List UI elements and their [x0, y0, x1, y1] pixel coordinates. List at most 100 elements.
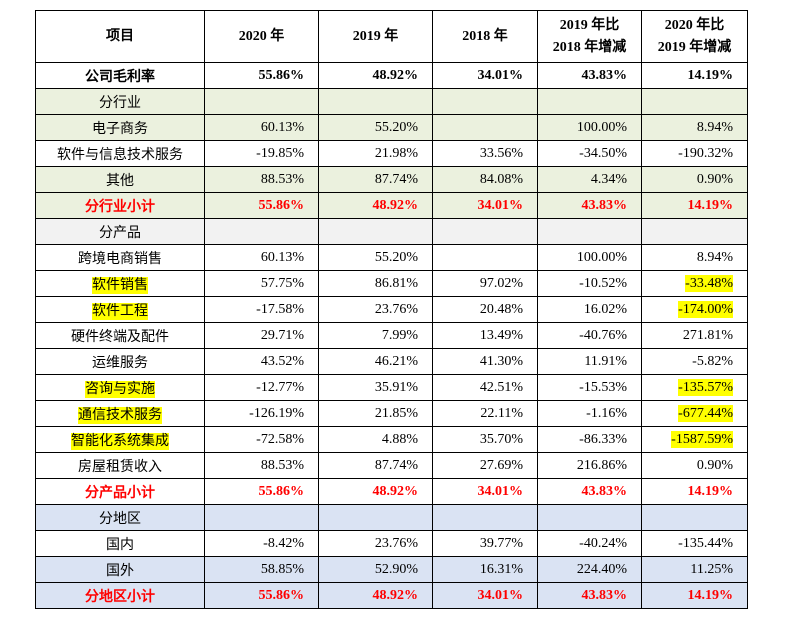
value-cell: -1.16% — [537, 400, 642, 427]
value-cell: 88.53% — [204, 452, 319, 479]
value-cell: -15.53% — [537, 374, 642, 401]
value-cell: 22.11% — [432, 400, 538, 427]
value-cell: 48.92% — [318, 582, 433, 609]
value-cell: 84.08% — [432, 166, 538, 193]
value-cell: 23.76% — [318, 296, 433, 323]
row-label: 软件与信息技术服务 — [35, 140, 205, 167]
value-cell: 21.98% — [318, 140, 433, 167]
highlighted-text: 智能化系统集成 — [71, 432, 169, 450]
value-cell: 14.19% — [641, 582, 748, 609]
value-cell: -17.58% — [204, 296, 319, 323]
value-cell — [432, 218, 538, 245]
value-cell — [204, 88, 319, 115]
highlighted-text: 软件销售 — [92, 276, 148, 294]
value-cell: 60.13% — [204, 244, 319, 271]
value-cell — [432, 244, 538, 271]
value-cell: -40.76% — [537, 322, 642, 349]
highlighted-text: -677.44% — [678, 404, 733, 422]
value-cell: 29.71% — [204, 322, 319, 349]
table-row: 咨询与实施 -12.77% 35.91% 42.51% -15.53% -135.57% — [35, 374, 748, 401]
table-row: 通信技术服务 -126.19% 21.85% 22.11% -1.16% -677.44% — [35, 400, 748, 427]
table-row: 国外 58.85% 52.90% 16.31% 224.40% 11.25% — [35, 556, 748, 583]
row-label: 分产品小计 — [35, 478, 205, 505]
value-cell: 224.40% — [537, 556, 642, 583]
header-cell: 2020 年比 2019 年增减 — [641, 10, 748, 63]
row-label: 分地区小计 — [35, 582, 205, 609]
table-row: 分地区小计 55.86% 48.92% 34.01% 43.83% 14.19% — [35, 582, 748, 609]
value-cell: 55.86% — [204, 62, 319, 89]
row-label: 硬件终端及配件 — [35, 322, 205, 349]
row-label: 国内 — [35, 530, 205, 557]
value-cell: -190.32% — [641, 140, 748, 167]
value-cell — [318, 218, 433, 245]
table-row: 软件与信息技术服务 -19.85% 21.98% 33.56% -34.50% -190.… — [35, 140, 748, 167]
value-cell: 48.92% — [318, 62, 433, 89]
value-cell: 43.52% — [204, 348, 319, 375]
value-cell: 21.85% — [318, 400, 433, 427]
header-cell: 2020 年 — [204, 10, 319, 63]
value-cell: 39.77% — [432, 530, 538, 557]
value-cell: -12.77% — [204, 374, 319, 401]
value-cell: 43.83% — [537, 582, 642, 609]
value-cell — [537, 218, 642, 245]
table-row: 软件工程 -17.58% 23.76% 20.48% 16.02% -174.00% — [35, 296, 748, 323]
value-cell: 13.49% — [432, 322, 538, 349]
value-cell — [432, 114, 538, 141]
value-cell: -34.50% — [537, 140, 642, 167]
value-cell: 4.88% — [318, 426, 433, 453]
value-cell — [432, 88, 538, 115]
value-cell: 0.90% — [641, 166, 748, 193]
table-body: 公司毛利率 55.86% 48.92% 34.01% 43.83% 14.19% 分行业 电子… — [35, 62, 748, 609]
value-cell: 8.94% — [641, 244, 748, 271]
table-row: 房屋租赁收入 88.53% 87.74% 27.69% 216.86% 0.90% — [35, 452, 748, 479]
row-label: 运维服务 — [35, 348, 205, 375]
value-cell: 14.19% — [641, 62, 748, 89]
header-row: 项目 2020 年 2019 年 2018 年 2019 年比 2018 年增减 2020… — [35, 10, 748, 63]
value-cell: -33.48% — [641, 270, 748, 297]
highlighted-text: 通信技术服务 — [78, 406, 162, 424]
value-cell: 97.02% — [432, 270, 538, 297]
value-cell — [204, 504, 319, 531]
row-label: 其他 — [35, 166, 205, 193]
value-cell: 55.20% — [318, 244, 433, 271]
value-cell: 27.69% — [432, 452, 538, 479]
value-cell: -135.57% — [641, 374, 748, 401]
value-cell: -174.00% — [641, 296, 748, 323]
table-row: 电子商务 60.13% 55.20% 100.00% 8.94% — [35, 114, 748, 141]
header-cell: 项目 — [35, 10, 205, 63]
value-cell: -86.33% — [537, 426, 642, 453]
header-cell: 2019 年比 2018 年增减 — [537, 10, 642, 63]
header-cell: 2018 年 — [432, 10, 538, 63]
table-row: 分行业小计 55.86% 48.92% 34.01% 43.83% 14.19% — [35, 192, 748, 219]
table-row: 智能化系统集成 -72.58% 4.88% 35.70% -86.33% -1587.59… — [35, 426, 748, 453]
value-cell: -5.82% — [641, 348, 748, 375]
value-cell: -126.19% — [204, 400, 319, 427]
row-label: 电子商务 — [35, 114, 205, 141]
value-cell: -135.44% — [641, 530, 748, 557]
value-cell: 48.92% — [318, 478, 433, 505]
highlighted-text: -135.57% — [678, 378, 733, 396]
value-cell: 100.00% — [537, 114, 642, 141]
value-cell: 41.30% — [432, 348, 538, 375]
value-cell — [641, 88, 748, 115]
value-cell: 86.81% — [318, 270, 433, 297]
value-cell: 87.74% — [318, 452, 433, 479]
value-cell: 100.00% — [537, 244, 642, 271]
row-label: 通信技术服务 — [35, 400, 205, 427]
value-cell — [432, 504, 538, 531]
value-cell: 20.48% — [432, 296, 538, 323]
value-cell: 16.02% — [537, 296, 642, 323]
table-row: 公司毛利率 55.86% 48.92% 34.01% 43.83% 14.19% — [35, 62, 748, 89]
gross-margin-table: 项目 2020 年 2019 年 2018 年 2019 年比 2018 年增减 2020… — [35, 10, 748, 609]
row-label: 分行业 — [35, 88, 205, 115]
table-row: 分行业 — [35, 88, 748, 115]
header-cell: 2019 年 — [318, 10, 433, 63]
row-label: 咨询与实施 — [35, 374, 205, 401]
highlighted-text: -1587.59% — [671, 430, 733, 448]
value-cell: 34.01% — [432, 192, 538, 219]
value-cell: -677.44% — [641, 400, 748, 427]
value-cell: 35.91% — [318, 374, 433, 401]
value-cell: 60.13% — [204, 114, 319, 141]
value-cell: 7.99% — [318, 322, 433, 349]
